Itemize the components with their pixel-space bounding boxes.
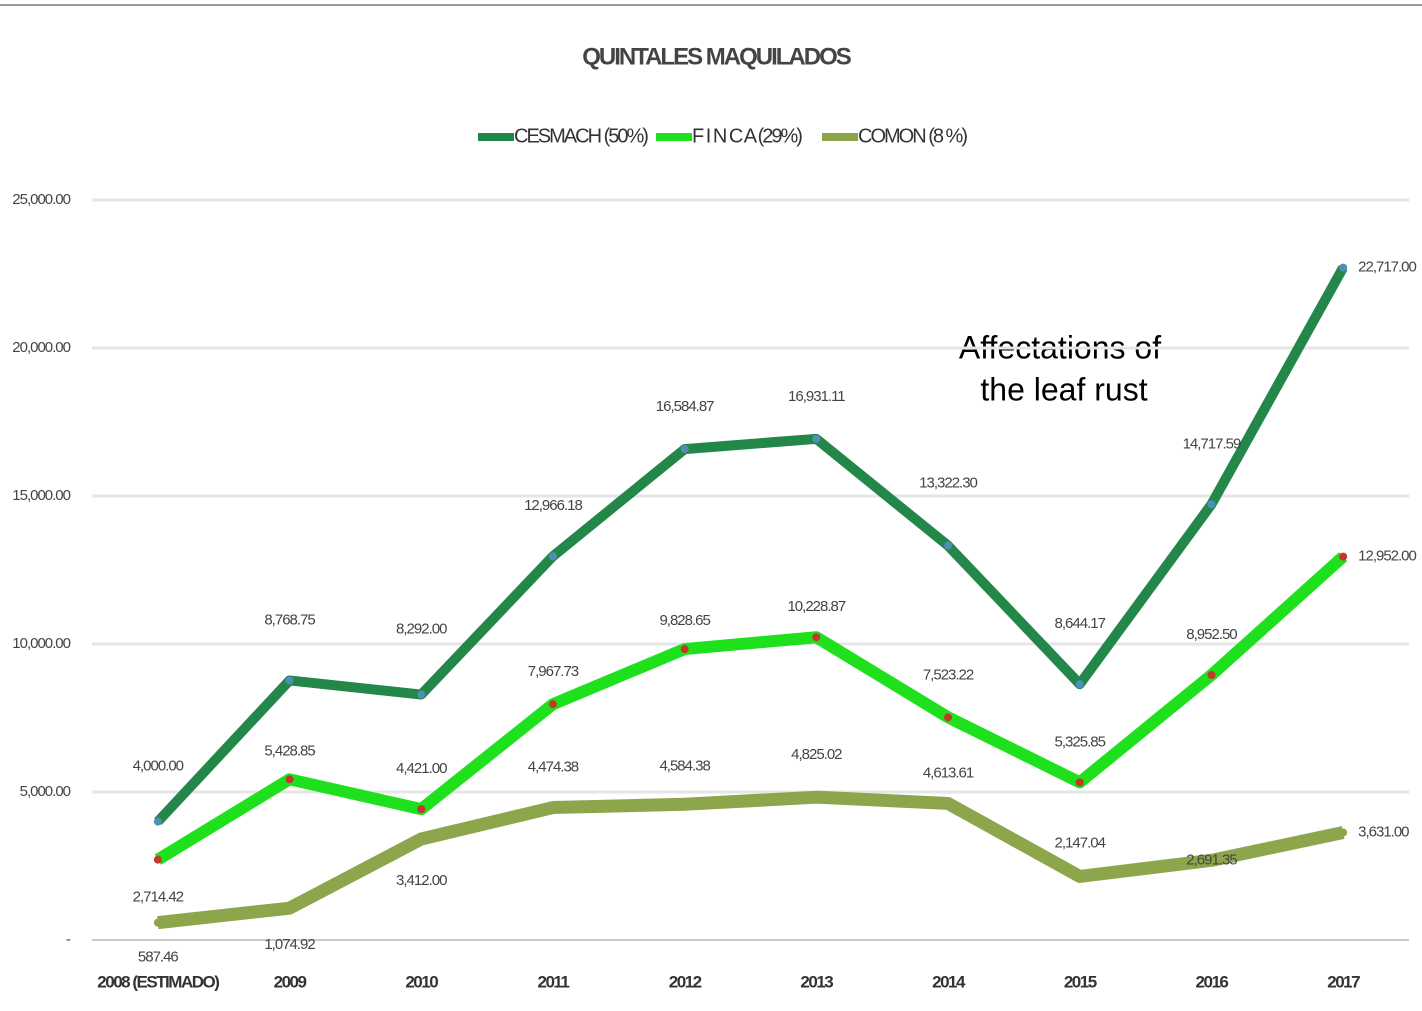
data-label: 13,322.30	[919, 475, 977, 492]
x-tick-label: 2008 (ESTIMADO)	[97, 972, 219, 991]
data-label: 7,523.22	[923, 666, 974, 683]
data-point	[1207, 671, 1216, 680]
legend-label: F I N C A (29%)	[692, 125, 802, 147]
x-tick-label: 2010	[405, 972, 438, 991]
legend-label: CESMACH (50%)	[514, 125, 648, 147]
data-label: 2,147.04	[1055, 834, 1106, 851]
data-point	[548, 700, 557, 709]
x-tick-label: 2016	[1196, 972, 1229, 991]
y-tick-label: -	[66, 931, 71, 948]
data-label: 12,952.00	[1358, 548, 1416, 565]
x-tick-label: 2009	[274, 972, 307, 991]
data-point	[285, 904, 294, 913]
data-point	[417, 690, 426, 699]
data-point	[812, 434, 821, 443]
data-label: 16,931.11	[788, 388, 845, 405]
data-point	[417, 805, 426, 814]
data-label: 7,967.73	[528, 663, 579, 680]
data-point	[285, 775, 294, 784]
x-tick-label: 2017	[1327, 972, 1360, 991]
series-line	[157, 790, 1345, 930]
x-tick-label: 2013	[800, 972, 833, 991]
data-label: 4,421.00	[396, 760, 447, 777]
data-label: 14,717.59	[1183, 435, 1241, 452]
data-label: 3,412.00	[396, 872, 447, 889]
data-point	[680, 800, 689, 809]
data-point	[1075, 872, 1084, 881]
data-point	[417, 835, 426, 844]
data-point	[680, 445, 689, 454]
data-label: 2,714.42	[133, 889, 184, 906]
y-tick-label: 5,000.00	[20, 783, 71, 800]
data-label: 8,952.50	[1186, 626, 1237, 643]
data-label: 587.46	[138, 949, 179, 966]
data-point	[153, 918, 162, 927]
data-point	[680, 645, 689, 654]
data-label: 8,644.17	[1055, 615, 1106, 632]
data-point	[944, 541, 953, 550]
series-line	[154, 552, 1348, 865]
y-tick-label: 25,000.00	[12, 191, 70, 208]
data-label: 2,691.35	[1186, 851, 1237, 868]
data-point	[153, 817, 162, 826]
data-label: 3,631.00	[1358, 823, 1409, 840]
x-tick-label: 2011	[538, 972, 570, 991]
y-tick-label: 15,000.00	[12, 487, 70, 504]
data-point	[285, 676, 294, 685]
data-label: 22,717.00	[1358, 259, 1416, 276]
data-point	[1339, 552, 1348, 561]
series-line	[154, 265, 1348, 826]
data-label: 4,584.38	[659, 757, 710, 774]
y-tick-label: 10,000.00	[12, 635, 70, 652]
x-tick-label: 2015	[1064, 972, 1097, 991]
data-label: 5,428.85	[264, 742, 315, 759]
data-label: 16,584.87	[656, 398, 714, 415]
chart-title: QUINTALES MAQUILADOS	[582, 43, 852, 70]
data-point	[812, 793, 821, 802]
annotation: the leaf rust	[980, 371, 1147, 407]
data-label: 4,825.02	[791, 746, 842, 763]
data-label: 4,474.38	[528, 759, 579, 776]
data-label: 5,325.85	[1055, 733, 1106, 750]
data-point	[548, 803, 557, 812]
x-tick-label: 2014	[932, 972, 966, 991]
data-point	[1075, 778, 1084, 787]
data-point	[548, 552, 557, 561]
data-label: 9,828.65	[659, 612, 710, 629]
data-label: 1,074.92	[264, 936, 315, 953]
data-point	[1207, 500, 1216, 509]
data-label: 8,292.00	[396, 621, 447, 638]
data-label: 12,966.18	[524, 497, 582, 514]
legend-label: COMON (8 %)	[858, 125, 967, 147]
data-label: 4,000.00	[133, 758, 184, 775]
data-label: 8,768.75	[264, 611, 315, 628]
y-tick-label: 20,000.00	[12, 339, 70, 356]
data-label: 10,228.87	[787, 598, 845, 615]
data-point	[153, 855, 162, 864]
data-point	[812, 633, 821, 642]
data-point	[944, 799, 953, 808]
data-point	[1075, 680, 1084, 689]
data-point	[1339, 828, 1348, 837]
data-point	[1207, 856, 1216, 865]
data-label: 4,613.61	[923, 764, 974, 781]
x-tick-label: 2012	[669, 972, 702, 991]
data-point	[944, 713, 953, 722]
data-point	[1339, 263, 1348, 272]
